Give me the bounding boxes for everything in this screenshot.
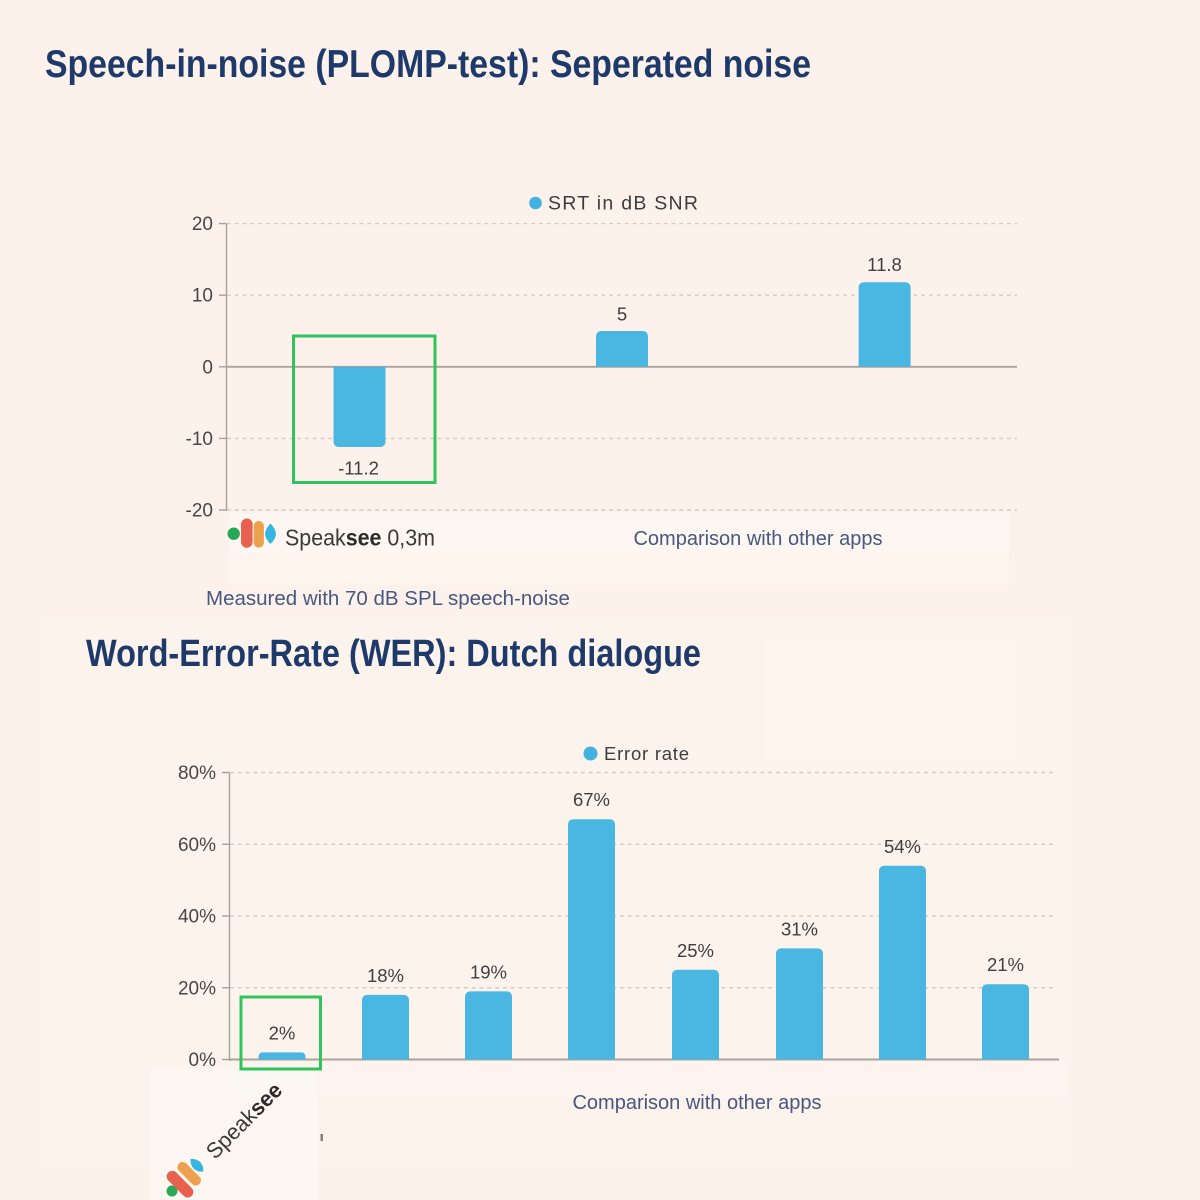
svg-text:0: 0 (202, 357, 213, 378)
svg-text:-20: -20 (186, 501, 213, 522)
svg-text:25%: 25% (677, 940, 714, 961)
svg-text:18%: 18% (367, 965, 404, 986)
svg-text:Speaksee 0,3m: Speaksee 0,3m (285, 525, 435, 551)
svg-text:SRT in dB SNR: SRT in dB SNR (548, 193, 698, 215)
svg-text:10: 10 (192, 286, 213, 307)
svg-text:2%: 2% (269, 1022, 296, 1043)
svg-text:19%: 19% (470, 961, 507, 982)
svg-text:80%: 80% (178, 763, 216, 784)
svg-text:54%: 54% (884, 836, 921, 857)
svg-text:67%: 67% (573, 789, 610, 810)
svg-text:20%: 20% (178, 978, 216, 999)
svg-text:40%: 40% (178, 907, 216, 928)
svg-text:Error rate: Error rate (604, 743, 689, 764)
svg-text:0%: 0% (189, 1050, 217, 1071)
svg-text:-11.2: -11.2 (338, 458, 379, 479)
svg-text:Comparison with other apps: Comparison with other apps (572, 1092, 821, 1114)
svg-text:Measured with 70 dB SPL speech: Measured with 70 dB SPL speech-noise (206, 587, 570, 610)
svg-text:Speech-in-noise (PLOMP-test):: Speech-in-noise (PLOMP-test): Seperated … (45, 43, 811, 86)
svg-text:11.8: 11.8 (867, 254, 902, 275)
svg-text:-10: -10 (186, 429, 213, 450)
svg-text:60%: 60% (178, 835, 216, 856)
svg-text:31%: 31% (781, 918, 818, 939)
svg-text:21%: 21% (987, 954, 1024, 975)
svg-text:Comparison with other apps: Comparison with other apps (633, 528, 882, 550)
svg-text:5: 5 (617, 303, 627, 324)
svg-text:20: 20 (192, 214, 213, 235)
svg-text:Word-Error-Rate (WER): Dutch d: Word-Error-Rate (WER): Dutch dialogue (86, 633, 701, 675)
